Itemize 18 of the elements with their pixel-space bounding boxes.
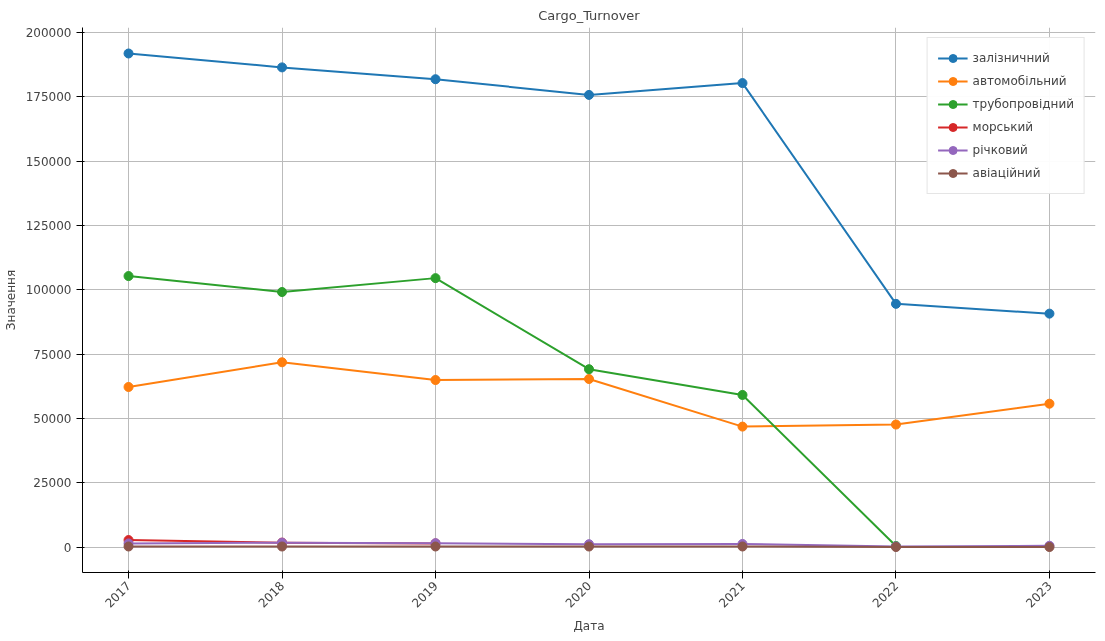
legend-label: авіаційний [972, 166, 1041, 180]
y-axis-title: Значення [3, 269, 18, 331]
y-tick-label: 50000 [33, 412, 72, 427]
legend-label: морський [972, 120, 1034, 134]
y-tick-label: 150000 [25, 154, 72, 169]
y-tick-label: 25000 [33, 476, 72, 491]
legend-label: річковий [972, 143, 1028, 157]
y-tick-label: 0 [63, 540, 72, 555]
legend-label: трубопровідний [972, 97, 1074, 111]
legend-label: залізничний [972, 51, 1050, 65]
y-tick-label: 200000 [25, 26, 72, 41]
y-tick-label: 75000 [33, 347, 72, 362]
chart-title: Cargo_Turnover [538, 7, 641, 23]
y-tick-label: 100000 [25, 283, 72, 298]
y-tick-label: 125000 [25, 219, 72, 234]
y-tick-label: 175000 [25, 90, 72, 105]
legend-label: автомобільний [972, 74, 1067, 88]
x-axis-title: Дата [573, 619, 605, 634]
